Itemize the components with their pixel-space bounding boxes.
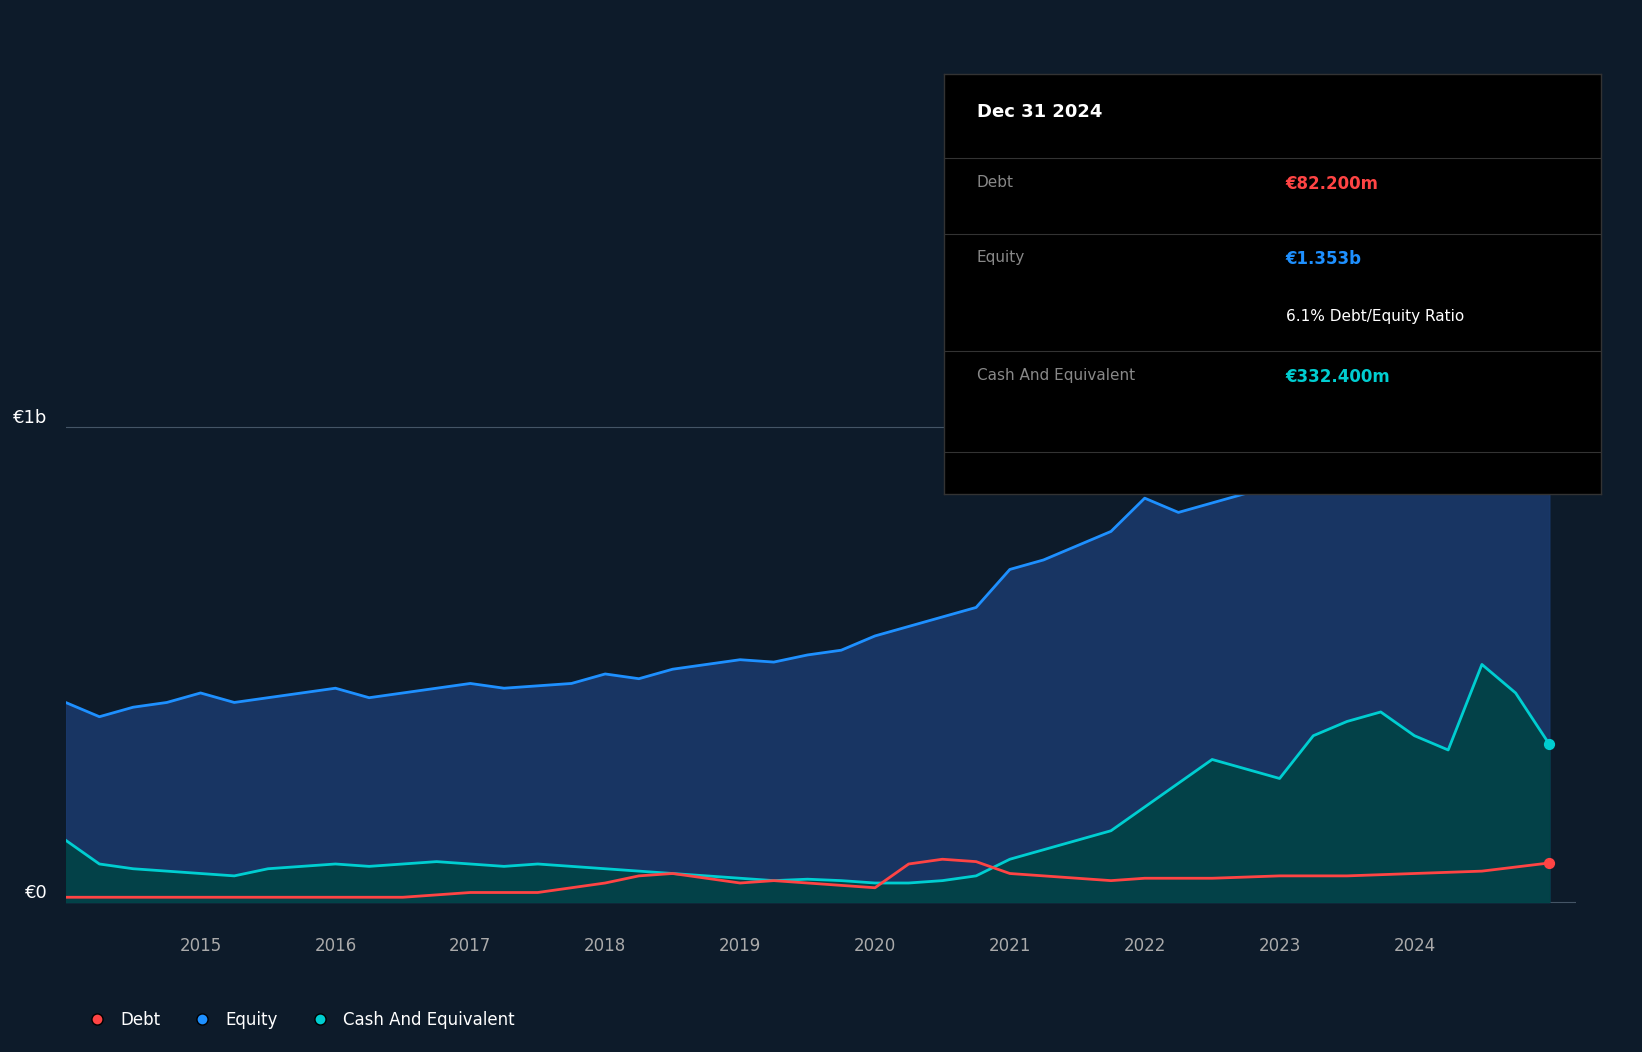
Point [1537,250,1563,267]
Text: 6.1% Debt/Equity Ratio: 6.1% Debt/Equity Ratio [1286,309,1465,324]
Text: Debt: Debt [977,175,1015,189]
Text: €1b: €1b [13,409,48,427]
Point [1537,854,1563,871]
Text: Dec 31 2024: Dec 31 2024 [977,103,1102,121]
Text: Cash And Equivalent: Cash And Equivalent [977,368,1135,383]
Legend: Debt, Equity, Cash And Equivalent: Debt, Equity, Cash And Equivalent [74,1004,522,1035]
Point [1537,735,1563,752]
Text: Equity: Equity [977,250,1025,265]
Text: €82.200m: €82.200m [1286,175,1379,193]
Text: €1.353b: €1.353b [1286,250,1361,268]
Text: €0: €0 [25,884,48,902]
Text: €332.400m: €332.400m [1286,368,1391,386]
